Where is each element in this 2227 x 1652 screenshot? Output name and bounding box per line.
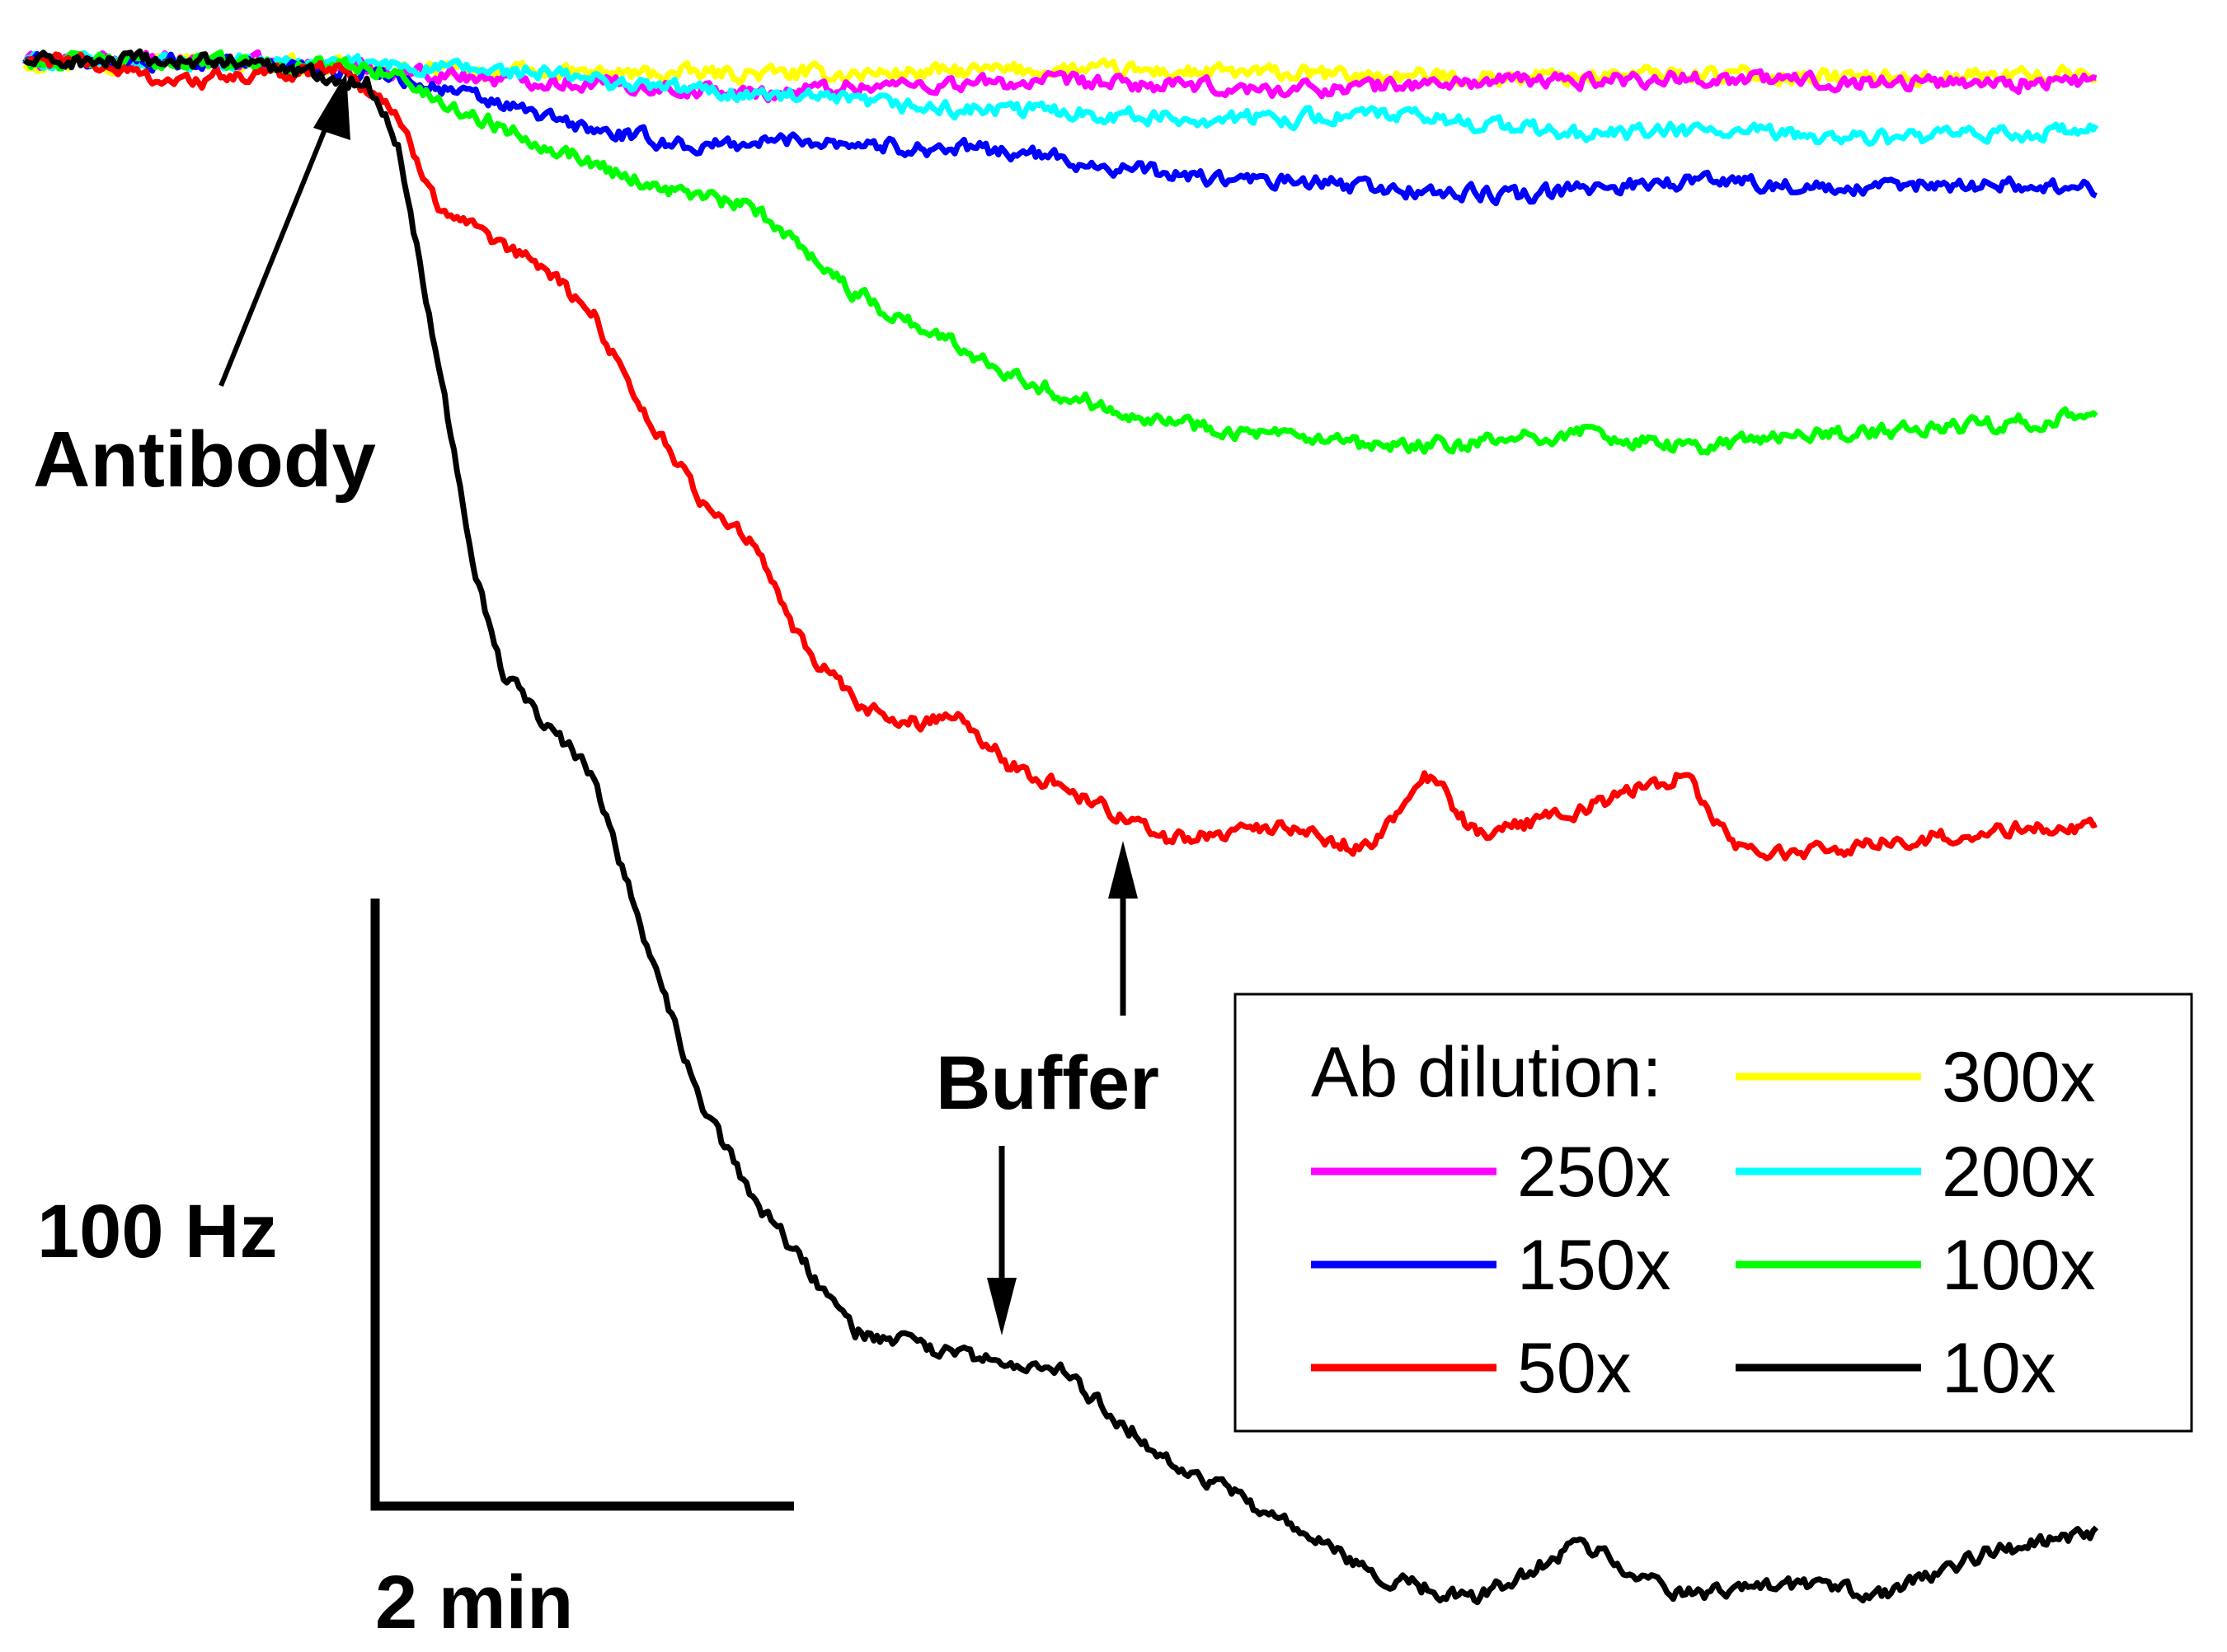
scale-y-label: 100 Hz [37,1190,278,1274]
series-layer [21,48,2099,1606]
legend-label-50x: 50x [1517,1329,1632,1408]
series-line-100x [23,49,2098,456]
series-line-10x [22,48,2099,1606]
legend-item-100x: 100x [1736,1226,2096,1305]
legend-item-300x: 300x [1736,1038,2096,1117]
scale-bar [370,899,794,1511]
legend-box [1233,993,2193,1433]
series-line-200x [21,49,2099,148]
legend-label-100x: 100x [1942,1226,2096,1305]
legend-label-200x: 200x [1942,1133,2096,1212]
antibody-label: Antibody [33,415,376,504]
legend-label-10x: 10x [1942,1329,2056,1408]
buffer-arrowhead-up [1108,841,1138,899]
buffer-label: Buffer [936,1041,1159,1125]
antibody-arrowhead [313,73,350,140]
legend-item-50x: 50x [1311,1329,1632,1408]
antibody-arrow [218,106,336,387]
legend-item-150x: 150x [1311,1226,1671,1305]
legend-item-10x: 10x [1736,1329,2056,1408]
legend-label-150x: 150x [1517,1226,1671,1305]
scale-x-label: 2 min [375,1560,573,1645]
legend-title: Ab dilution: [1311,1033,1662,1112]
legend-item-250x: 250x [1311,1133,1671,1212]
buffer-arrowhead-down [987,1278,1017,1335]
legend-label-250x: 250x [1517,1133,1671,1212]
legend: Ab dilution: 300x 250x 200x 150x 100x 50x 10x [1233,993,2193,1433]
legend-items: 300x 250x 200x 150x 100x 50x 10x [1311,1038,2096,1408]
legend-label-300x: 300x [1942,1038,2096,1117]
legend-item-200x: 200x [1736,1133,2096,1212]
